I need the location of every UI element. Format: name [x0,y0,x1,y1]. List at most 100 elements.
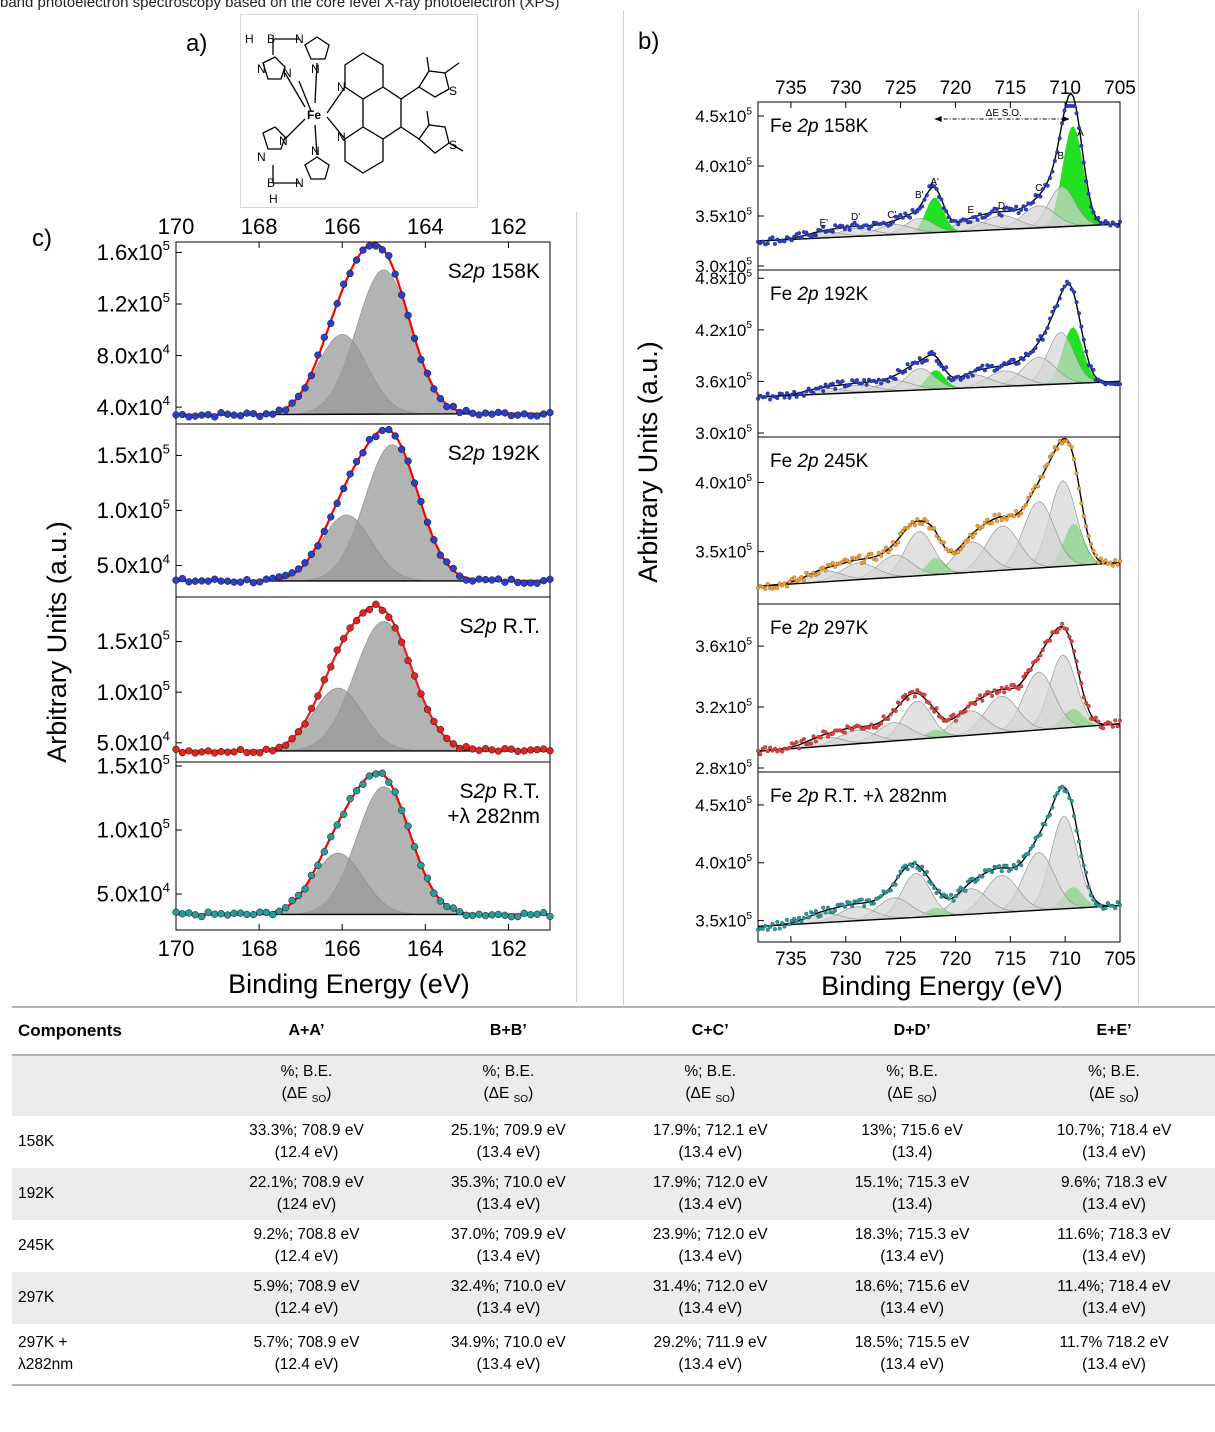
data-point [842,904,847,909]
data-point [896,874,901,879]
data-point [1069,287,1074,292]
data-point [1035,484,1040,489]
data-point [944,209,949,214]
data-point [946,717,951,722]
data-point [1038,832,1043,837]
data-point [449,402,457,411]
data-point [1055,303,1060,308]
data-point [539,577,548,585]
data-point [527,412,535,420]
subplot-label: Fe 2p 297K [770,618,869,639]
data-point [924,519,929,524]
data-point [1113,558,1118,563]
data-point [799,919,804,924]
data-point [961,543,966,548]
data-point [1067,282,1072,287]
data-point [886,716,891,721]
data-point [365,242,374,250]
data-point [946,215,951,220]
table-cell: 11.4%; 718.4 eV (13.4 eV) [1013,1272,1215,1324]
table-cell: 11.6%; 718.3 eV (13.4 eV) [1057,1226,1171,1265]
data-point [1118,902,1123,907]
data-point [1093,553,1098,558]
data-point [423,518,432,526]
data-point [975,217,980,222]
x-tick-label-bottom: 168 [241,936,278,961]
data-point [262,745,270,753]
data-point [801,578,806,583]
data-point [770,921,775,926]
data-point [775,919,780,924]
x-tick-label-top: 735 [775,78,807,99]
data-point [172,745,180,753]
data-point [443,558,451,566]
data-point [939,715,944,720]
data-point [1048,638,1053,643]
data-point [1050,169,1055,174]
data-point [256,749,264,757]
data-point [1014,509,1019,514]
data-point [937,195,942,200]
data-point [912,694,917,699]
data-point [999,518,1004,523]
data-point [1079,681,1084,686]
atom-label: N [283,66,292,80]
data-point [763,923,768,928]
data-point [249,910,258,919]
data-point [1067,442,1072,447]
data-point [391,624,399,632]
data-point [359,449,367,457]
data-point [859,381,864,386]
data-point [888,222,893,227]
table-row: 297K + λ282nm 5.7%; 708.9 eV (12.4 eV) 34.9%… [12,1324,1215,1386]
x-tick-label-bottom: 166 [324,936,361,961]
data-point [1089,542,1094,547]
data-point [269,574,277,582]
data-point [992,513,997,518]
data-point [1055,446,1060,451]
data-point [340,484,348,493]
divider [576,212,577,1002]
data-point [978,693,983,698]
x-tick-label-top: 705 [1104,78,1136,99]
data-point [891,540,896,545]
c-ylabel: Arbitrary Units (a.u.) [42,521,72,763]
table-header: C+C’ [609,1006,812,1056]
data-point [797,915,802,920]
data-point [787,395,792,400]
data-point [1038,334,1043,339]
data-point [1096,560,1101,565]
table-row: 297K 5.9%; 708.9 eV (12.4 eV) 32.4%; 710.0 … [12,1272,1215,1324]
data-point [1057,136,1062,141]
data-point [288,399,296,407]
data-point [475,746,483,754]
data-point [1038,653,1043,658]
y-tick-label: 5.0x104 [97,729,170,756]
data-point [823,910,828,915]
table-cell: 18.5%; 715.5 eV (13.4 eV) [811,1324,1014,1386]
data-point [436,551,445,559]
data-point [1052,158,1057,163]
data-point [359,246,367,254]
data-point [178,574,187,583]
data-point [352,787,361,795]
data-point [488,576,496,584]
data-point [236,578,245,586]
data-point [1074,471,1079,476]
data-point [1072,814,1077,819]
data-point [910,864,915,869]
data-point [507,745,515,753]
data-point [1031,843,1036,848]
data-point [1026,851,1031,856]
data-point [1091,897,1096,902]
data-point [372,242,380,250]
subplot-label: S2p 158K [448,260,540,283]
data-point [785,917,790,922]
x-tick-label-top: 730 [830,78,862,99]
data-point [223,748,232,756]
data-point [281,406,290,414]
x-tick-label-top: 162 [490,214,527,239]
table-cell: 23.9%; 712.0 eV (13.4 eV) [652,1226,768,1265]
data-point [475,910,483,918]
data-point [1048,176,1053,181]
